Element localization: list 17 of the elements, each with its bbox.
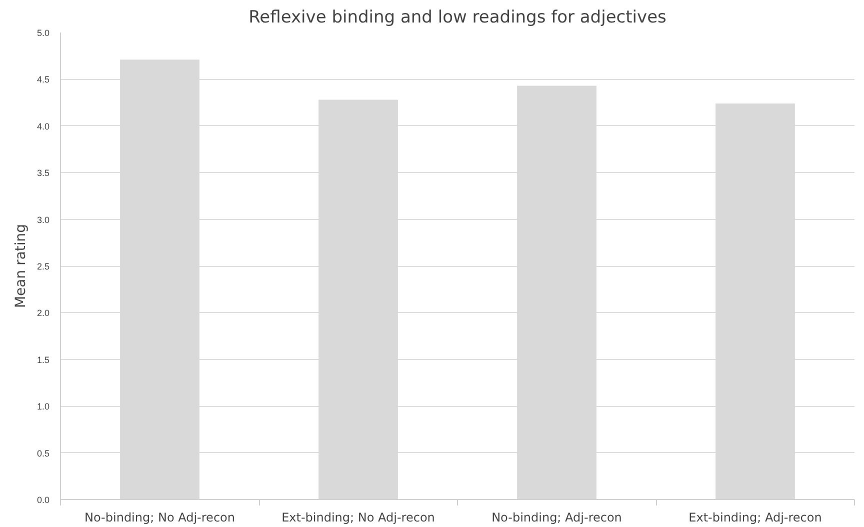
y-tick-label: 2.0 xyxy=(36,308,50,318)
y-tick-label: 4.5 xyxy=(36,74,50,85)
x-tick-label: No-binding; Adj-recon xyxy=(492,510,622,524)
y-tick-label: 2.5 xyxy=(36,262,50,272)
x-tick-label: Ext-binding; Adj-recon xyxy=(688,510,822,524)
x-tick-label: Ext-binding; No Adj-recon xyxy=(282,510,435,524)
y-axis-title: Mean rating xyxy=(12,224,29,308)
y-tick-label: 3.0 xyxy=(36,214,50,225)
chart-title: Reflexive binding and low readings for adjectives xyxy=(248,8,667,28)
y-tick-label: 0.0 xyxy=(36,495,50,505)
y-tick-label: 1.5 xyxy=(36,354,50,365)
y-tick-label: 5.0 xyxy=(36,28,50,38)
y-tick-label: 1.0 xyxy=(36,402,50,412)
y-tick-label: 3.5 xyxy=(36,168,50,178)
y-tick-label: 4.0 xyxy=(36,121,50,132)
y-tick-label: 0.5 xyxy=(36,448,50,458)
x-tick-label: No-binding; No Adj-recon xyxy=(84,510,235,524)
